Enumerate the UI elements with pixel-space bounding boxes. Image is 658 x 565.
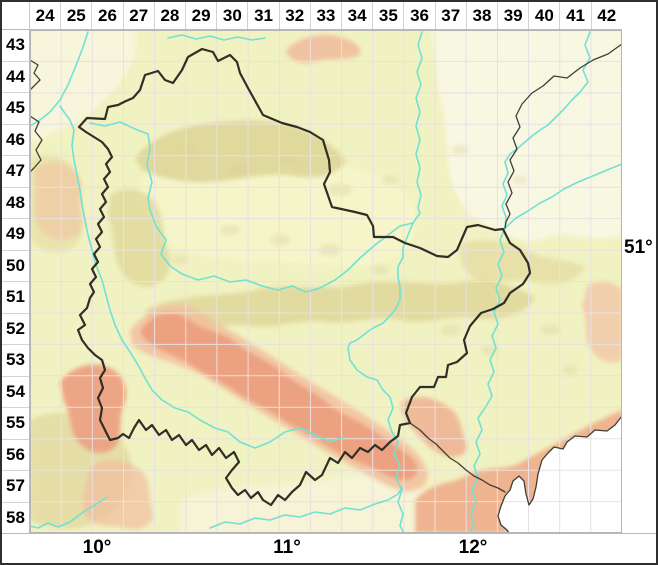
column-label: 40 bbox=[529, 2, 561, 29]
row-label: 47 bbox=[2, 156, 29, 188]
column-label: 41 bbox=[560, 2, 592, 29]
border-thuringia bbox=[76, 47, 532, 507]
river-pleisse bbox=[504, 163, 623, 229]
column-label: 33 bbox=[311, 2, 343, 29]
column-label: 25 bbox=[61, 2, 93, 29]
right-margin: 51° bbox=[623, 30, 656, 533]
top-axis: 24 25 26 27 28 29 30 31 32 33 34 35 36 37 38 39 40 41 42 bbox=[30, 2, 622, 30]
row-label: 49 bbox=[2, 219, 29, 251]
river-main bbox=[209, 487, 403, 529]
row-label: 51 bbox=[2, 282, 29, 314]
row-label: 48 bbox=[2, 188, 29, 219]
map-frame bbox=[30, 30, 622, 533]
border-bavaria-saxony bbox=[409, 422, 506, 493]
row-label: 54 bbox=[2, 377, 29, 408]
border-hesse-fragment-2 bbox=[29, 115, 43, 173]
row-label: 55 bbox=[2, 408, 29, 440]
river-leine bbox=[29, 31, 89, 127]
row-label: 57 bbox=[2, 471, 29, 503]
column-label: 27 bbox=[124, 2, 155, 29]
river-unstrut bbox=[89, 121, 414, 293]
relief-map-svg bbox=[29, 30, 623, 534]
column-label: 39 bbox=[498, 2, 530, 29]
longitude-label-11: 11° bbox=[273, 537, 301, 558]
column-label: 38 bbox=[467, 2, 499, 29]
border-hesse-fragment-1 bbox=[29, 59, 41, 91]
column-label: 28 bbox=[155, 2, 187, 29]
axis-corner-cell bbox=[2, 2, 30, 30]
latitude-label: 51° bbox=[624, 237, 653, 258]
longitude-label-12: 12° bbox=[458, 537, 488, 558]
map-canvas[interactable] bbox=[29, 30, 623, 534]
row-label: 53 bbox=[2, 345, 29, 377]
left-axis: 43 44 45 46 47 48 49 50 51 52 53 54 55 56 57 58 bbox=[2, 30, 30, 533]
column-label: 32 bbox=[280, 2, 311, 29]
river-elster-north bbox=[501, 31, 591, 229]
row-label: 43 bbox=[2, 30, 29, 62]
column-label: 30 bbox=[217, 2, 249, 29]
row-label: 56 bbox=[2, 440, 29, 471]
rivers-layer bbox=[29, 31, 623, 534]
column-label: 29 bbox=[186, 2, 218, 29]
row-label: 52 bbox=[2, 314, 29, 345]
column-label: 24 bbox=[30, 2, 62, 29]
column-label: 36 bbox=[404, 2, 436, 29]
border-czech bbox=[497, 415, 623, 534]
river-weisse-elster bbox=[470, 227, 506, 534]
row-label: 45 bbox=[2, 93, 29, 125]
column-label: 26 bbox=[92, 2, 124, 29]
column-label: 34 bbox=[342, 2, 374, 29]
column-label: 37 bbox=[436, 2, 467, 29]
row-label: 46 bbox=[2, 125, 29, 156]
column-label: 42 bbox=[597, 5, 617, 25]
bottom-axis: 10° 11° 12° bbox=[2, 533, 656, 563]
neighbor-borders-layer bbox=[29, 43, 623, 534]
column-label: 31 bbox=[248, 2, 280, 29]
river-saale bbox=[347, 31, 423, 534]
longitude-label-10: 10° bbox=[82, 537, 112, 558]
row-label: 50 bbox=[2, 251, 29, 282]
river-werra bbox=[59, 105, 346, 449]
river-helme bbox=[167, 34, 266, 41]
river-fulda bbox=[29, 496, 108, 529]
row-label: 44 bbox=[2, 62, 29, 93]
border-saxony-anhalt-saxony bbox=[504, 43, 623, 229]
column-label: 35 bbox=[373, 2, 405, 29]
row-label: 58 bbox=[6, 507, 25, 527]
